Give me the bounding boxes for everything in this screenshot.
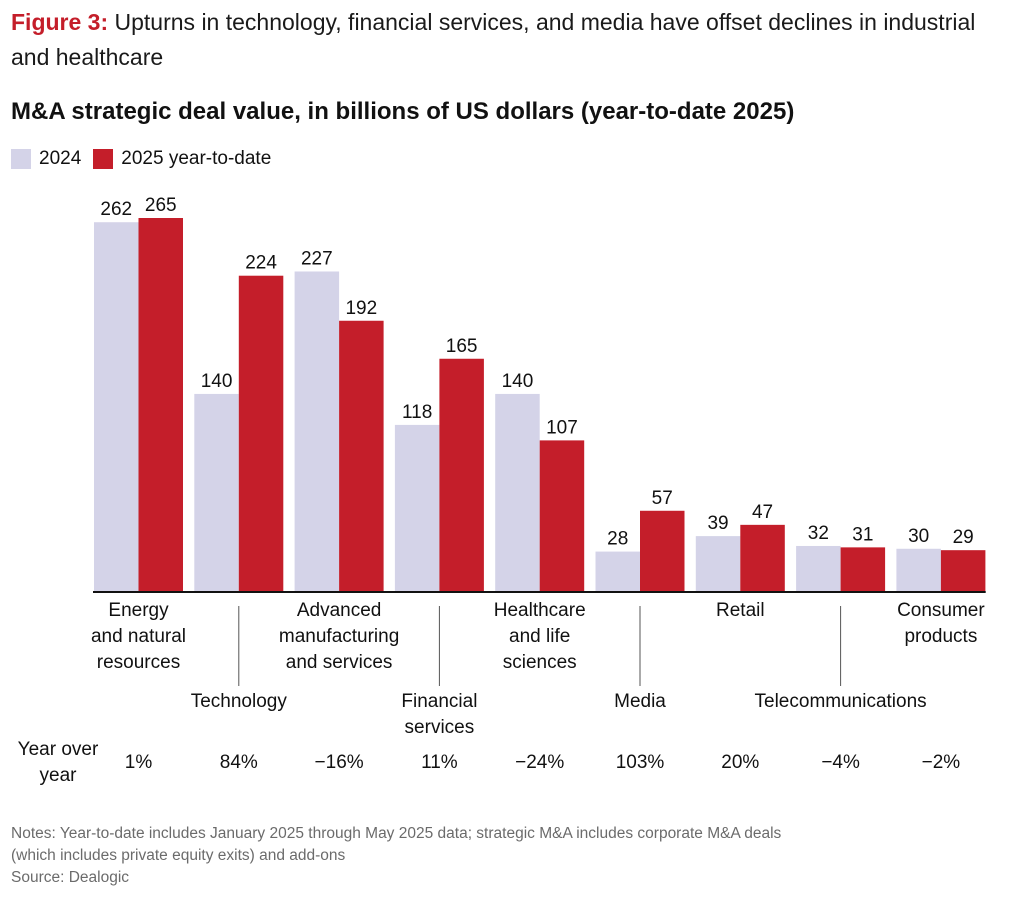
bar-2025-consumer-products — [940, 550, 986, 591]
yoy-value-consumer-products: −2% — [922, 752, 961, 773]
category-label-advanced-manufacturing-and-services: Advanced manufacturing and services — [279, 600, 399, 673]
figure-label: Figure 3: — [11, 9, 109, 35]
bar-2024-media — [595, 551, 640, 591]
data-label-2025-energy-and-natural-resources: 265 — [145, 195, 177, 216]
bar-2024-advanced-manufacturing-and-services — [294, 271, 340, 591]
legend-item-2025: 2025 year-to-date — [93, 148, 271, 170]
bar-chart: 262 140 227 118 140 28 39 32 30 265 224 192 165 107 57… — [18, 195, 986, 786]
legend-label-2024: 2024 — [39, 148, 82, 169]
data-label-2024-financial-services: 118 — [402, 402, 432, 423]
yoy-value-advanced-manufacturing-and-services: −16% — [315, 752, 364, 773]
bar-2025-technology — [238, 275, 284, 591]
data-label-2025-telecommunications: 31 — [852, 524, 873, 545]
data-label-2024-technology: 140 — [201, 371, 233, 392]
figure-title-text: Upturns in technology, financial service… — [11, 9, 976, 70]
source-line: Source: Dealogic — [11, 869, 130, 886]
category-label-retail: Retail — [716, 600, 765, 621]
yoy-value-healthcare-and-life-sciences: −24% — [515, 752, 564, 773]
category-label-energy-and-natural-resources: Energy and natural resources — [91, 600, 186, 673]
yoy-value-financial-services: 11% — [421, 752, 458, 773]
yoy-value-energy-and-natural-resources: 1% — [125, 752, 153, 773]
data-label-2025-financial-services: 165 — [446, 336, 478, 357]
data-label-2024-telecommunications: 32 — [808, 523, 829, 544]
bar-2025-telecommunications — [840, 547, 886, 591]
data-label-2025-technology: 224 — [245, 253, 277, 274]
legend-swatch-2024 — [11, 149, 31, 169]
category-label-telecommunications: Telecommunications — [755, 691, 927, 712]
bar-2025-advanced-manufacturing-and-services — [339, 320, 384, 591]
bar-2024-financial-services — [394, 424, 440, 591]
data-label-2024-energy-and-natural-resources: 262 — [100, 199, 132, 220]
data-label-2025-retail: 47 — [752, 502, 773, 523]
yoy-value-technology: 84% — [220, 752, 258, 773]
data-label-2024-retail: 39 — [707, 513, 728, 534]
bar-2024-consumer-products — [896, 548, 941, 591]
category-label-consumer-products: Consumer products — [897, 600, 985, 647]
data-label-2025-consumer-products: 29 — [953, 527, 974, 548]
data-label-2024-healthcare-and-life-sciences: 140 — [502, 371, 534, 392]
yoy-value-telecommunications: −4% — [821, 752, 860, 773]
category-label-media: Media — [614, 691, 666, 712]
yoy-value-media: 103% — [616, 752, 665, 773]
data-label-2025-healthcare-and-life-sciences: 107 — [546, 417, 578, 438]
data-label-2024-advanced-manufacturing-and-services: 227 — [301, 248, 333, 269]
data-label-2025-advanced-manufacturing-and-services: 192 — [345, 298, 377, 319]
category-label-technology: Technology — [191, 691, 288, 712]
bar-2024-energy-and-natural-resources — [94, 222, 139, 591]
data-label-2025-media: 57 — [652, 488, 673, 509]
bar-2025-healthcare-and-life-sciences — [539, 440, 585, 591]
figure-title: Figure 3: Upturns in technology, financi… — [11, 5, 1001, 75]
notes-line-1: Notes: Year-to-date includes January 202… — [11, 825, 782, 842]
legend: 2024 2025 year-to-date — [11, 148, 283, 170]
bar-2025-energy-and-natural-resources — [138, 218, 183, 591]
legend-label-2025: 2025 year-to-date — [121, 148, 272, 169]
chart-title: M&A strategic deal value, in billions of… — [11, 98, 795, 125]
bar-2024-technology — [194, 393, 239, 591]
data-label-2024-media: 28 — [607, 529, 628, 550]
legend-swatch-2025 — [93, 149, 114, 169]
chart-notes: Notes: Year-to-date includes January 202… — [11, 823, 1001, 889]
bar-2025-retail — [740, 524, 785, 591]
legend-item-2024: 2024 — [11, 148, 81, 170]
bar-2024-telecommunications — [796, 545, 841, 591]
bar-2025-media — [640, 510, 685, 591]
yoy-value-retail: 20% — [721, 752, 759, 773]
notes-line-2: (which includes private equity exits) an… — [11, 847, 346, 864]
data-label-2024-consumer-products: 30 — [908, 526, 929, 547]
bar-2025-financial-services — [439, 358, 484, 591]
category-label-healthcare-and-life-sciences: Healthcare and life sciences — [494, 600, 586, 673]
category-label-financial-services: Financial services — [401, 691, 477, 738]
bar-2024-retail — [695, 536, 741, 591]
bar-2024-healthcare-and-life-sciences — [495, 393, 540, 591]
yoy-row-label: Year over year — [18, 739, 99, 786]
